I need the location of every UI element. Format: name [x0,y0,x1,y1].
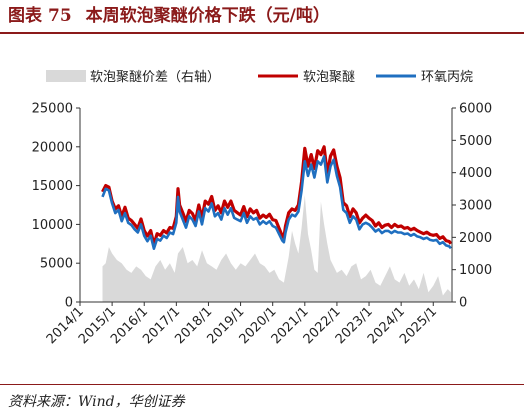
right-axis-tick-label: 5000 [459,134,492,149]
figure-number: 75 [48,6,72,26]
chart-title: 本周软泡聚醚价格下跌（元/吨） [85,6,330,26]
source-note: 资料来源：Wind，华创证券 [8,394,185,410]
title-rule [0,32,524,34]
line-layer [101,145,453,250]
left-axis-tick-label: 10000 [32,218,73,233]
figure-label: 图表 [8,6,42,26]
right-axis-tick-label: 1000 [459,263,492,278]
legend: 软泡聚醚价差（右轴） 软泡聚醚 环氧丙烷 [46,70,473,85]
series-spread-area [102,195,451,302]
right-axis-tick-label: 4000 [459,166,492,181]
right-axis-tick-label: 3000 [459,199,492,214]
legend-label-propylene-oxide: 环氧丙烷 [421,70,473,85]
series-propylene-oxide-line [101,155,452,250]
series-polyether-line [101,145,453,247]
left-axis-tick-label: 20000 [32,140,73,155]
right-axis-tick-label: 6000 [459,102,492,117]
spread-area-layer [102,195,451,302]
left-axis-tick-label: 5000 [40,257,73,272]
left-axis-tick-label: 25000 [32,102,73,117]
figure-title: 图表 75 本周软泡聚醚价格下跌（元/吨） [8,2,514,30]
right-axis-tick-label: 0 [459,296,467,311]
left-axis-tick-label: 0 [65,296,73,311]
legend-label-polyether: 软泡聚醚 [303,70,355,85]
legend-label-spread: 软泡聚醚价差（右轴） [90,70,220,85]
legend-swatch-spread [46,70,86,82]
axes-layer: 0 5000 10000 15000 20000 25000 0 1000 2000 3000 40… [32,102,492,348]
right-axis-tick-label: 2000 [459,231,492,246]
source-rule [0,384,524,385]
left-axis-tick-label: 15000 [32,179,73,194]
